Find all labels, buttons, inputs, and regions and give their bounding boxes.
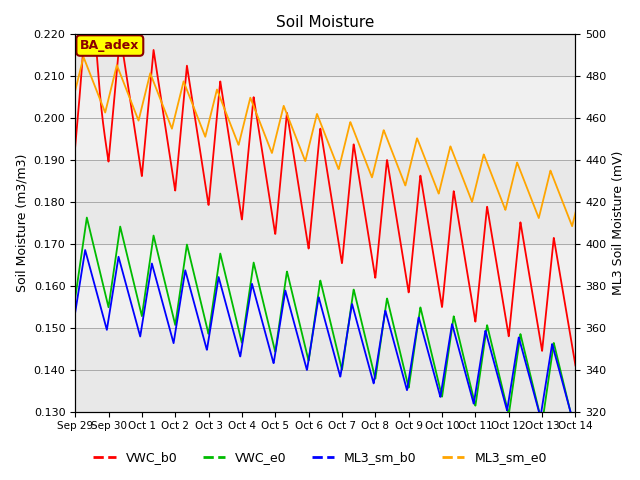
Y-axis label: Soil Moisture (m3/m3): Soil Moisture (m3/m3) bbox=[15, 154, 28, 292]
ML3_sm_b0 bbox=[263, 337, 271, 343]
Title: Soil Moisture: Soil Moisture bbox=[276, 15, 374, 30]
Bar bbox=[75, 160, 575, 244]
ML3_sm_e0 bbox=[508, 180, 516, 186]
ML3_sm_e0 bbox=[71, 88, 79, 94]
Bar bbox=[75, 328, 575, 412]
VWC_e0 bbox=[562, 390, 570, 396]
Line: VWC_e0: VWC_e0 bbox=[75, 217, 575, 432]
Text: BA_adex: BA_adex bbox=[80, 39, 140, 52]
VWC_e0 bbox=[572, 430, 579, 435]
Bar bbox=[75, 0, 575, 76]
ML3_sm_b0 bbox=[562, 392, 570, 397]
VWC_e0 bbox=[158, 268, 166, 274]
ML3_sm_b0 bbox=[508, 377, 516, 383]
VWC_e0 bbox=[508, 390, 516, 396]
VWC_b0 bbox=[285, 121, 292, 127]
ML3_sm_b0 bbox=[71, 310, 79, 316]
Y-axis label: ML3 Soil Moisture (mV): ML3 Soil Moisture (mV) bbox=[612, 151, 625, 295]
ML3_sm_e0 bbox=[129, 102, 136, 108]
ML3_sm_e0 bbox=[263, 138, 271, 144]
ML3_sm_b0 bbox=[129, 305, 136, 311]
VWC_e0 bbox=[71, 296, 79, 301]
ML3_sm_e0 bbox=[158, 101, 166, 107]
ML3_sm_b0 bbox=[81, 247, 89, 253]
VWC_e0 bbox=[285, 276, 292, 282]
ML3_sm_b0 bbox=[285, 300, 292, 306]
VWC_b0 bbox=[158, 103, 166, 108]
ML3_sm_b0 bbox=[570, 421, 578, 427]
ML3_sm_b0 bbox=[158, 298, 166, 304]
ML3_sm_b0 bbox=[572, 410, 579, 416]
VWC_b0 bbox=[129, 111, 136, 117]
ML3_sm_e0 bbox=[568, 223, 576, 229]
ML3_sm_e0 bbox=[79, 54, 87, 60]
Line: VWC_b0: VWC_b0 bbox=[75, 0, 575, 365]
ML3_sm_e0 bbox=[285, 116, 292, 122]
VWC_b0 bbox=[508, 303, 516, 309]
VWC_e0 bbox=[83, 215, 91, 220]
VWC_b0 bbox=[71, 144, 79, 150]
Line: ML3_sm_b0: ML3_sm_b0 bbox=[75, 250, 575, 424]
ML3_sm_e0 bbox=[572, 210, 579, 216]
VWC_b0 bbox=[562, 306, 570, 312]
ML3_sm_e0 bbox=[562, 207, 570, 213]
VWC_e0 bbox=[129, 274, 136, 280]
Legend: VWC_b0, VWC_e0, ML3_sm_b0, ML3_sm_e0: VWC_b0, VWC_e0, ML3_sm_b0, ML3_sm_e0 bbox=[88, 446, 552, 469]
Line: ML3_sm_e0: ML3_sm_e0 bbox=[75, 57, 575, 226]
Bar bbox=[75, 76, 575, 160]
Bar bbox=[75, 244, 575, 328]
VWC_b0 bbox=[263, 180, 271, 186]
VWC_e0 bbox=[263, 316, 271, 322]
VWC_b0 bbox=[572, 362, 579, 368]
